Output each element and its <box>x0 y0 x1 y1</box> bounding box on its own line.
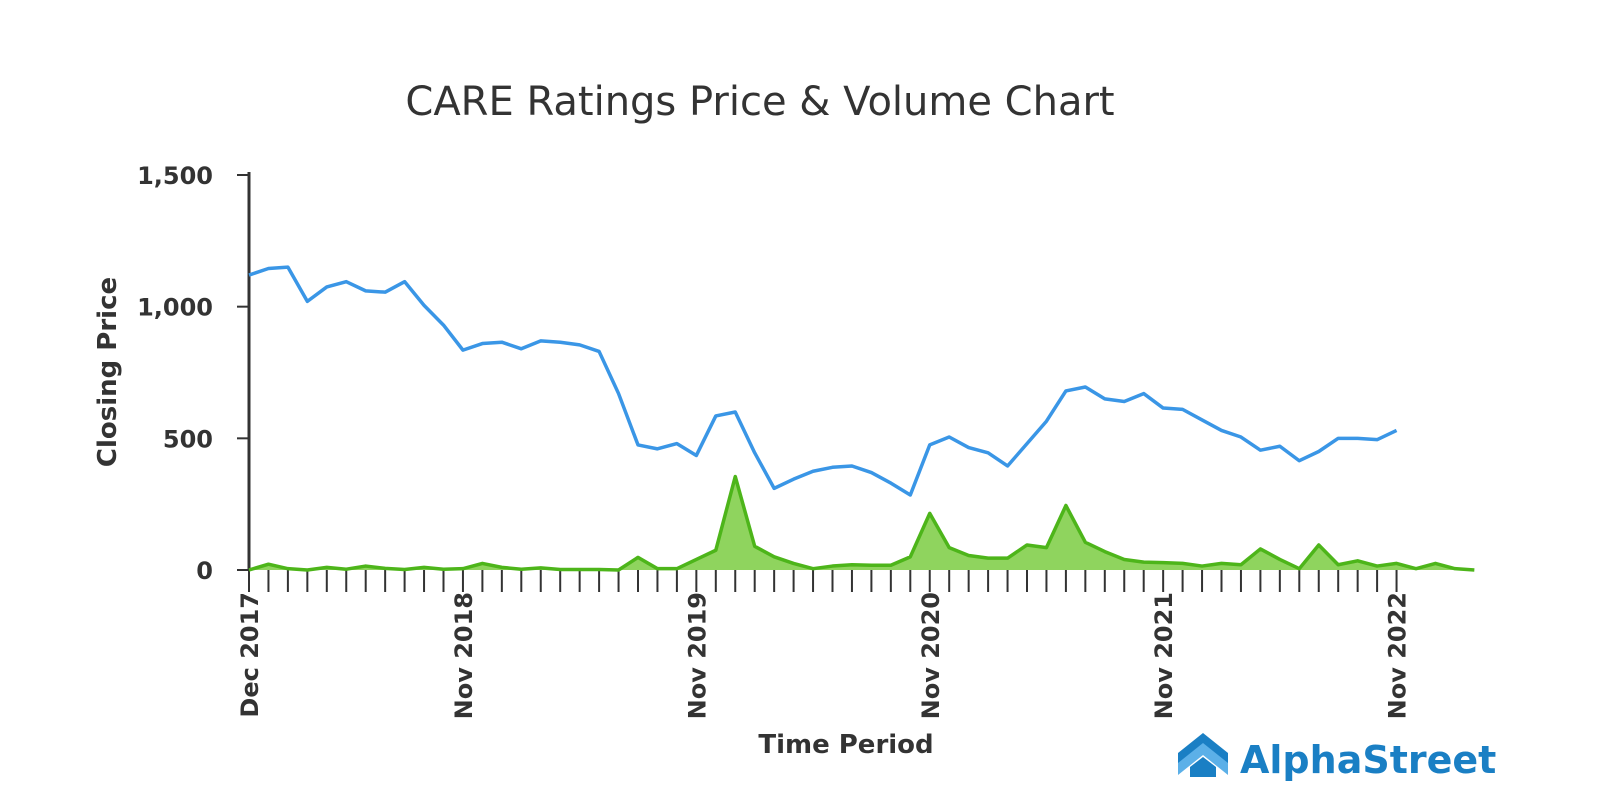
y-tick-label: 1,500 <box>137 162 213 190</box>
x-axis: Dec 2017 Nov 2018 Nov 2019 Nov 2020 Nov 2021… <box>236 570 1412 719</box>
x-tick-label: Nov 2022 <box>1384 592 1412 719</box>
y-tick-label: 500 <box>163 425 213 453</box>
x-tick-label: Nov 2018 <box>450 592 478 719</box>
volume-series <box>248 474 1475 572</box>
y-tick-label: 1,000 <box>137 294 213 322</box>
y-axis-label: Closing Price <box>93 277 123 467</box>
x-tick-label: Nov 2021 <box>1150 592 1178 719</box>
x-tick-label: Nov 2020 <box>917 592 945 719</box>
y-axis: 0 500 1,000 1,500 <box>137 162 251 585</box>
x-tick-label: Nov 2019 <box>683 592 711 719</box>
chart-title: CARE Ratings Price & Volume Chart <box>405 79 1114 125</box>
alphastreet-logo-icon <box>1178 733 1228 777</box>
brand-logo: AlphaStreet <box>1178 733 1496 782</box>
volume-area <box>249 476 1475 570</box>
x-axis-label: Time Period <box>758 730 933 760</box>
price-line <box>248 265 1398 497</box>
x-tick-label: Dec 2017 <box>236 592 264 718</box>
y-tick-label: 0 <box>196 557 213 585</box>
brand-name: AlphaStreet <box>1240 738 1496 782</box>
volume-line <box>248 474 1475 572</box>
price-series <box>248 265 1398 497</box>
